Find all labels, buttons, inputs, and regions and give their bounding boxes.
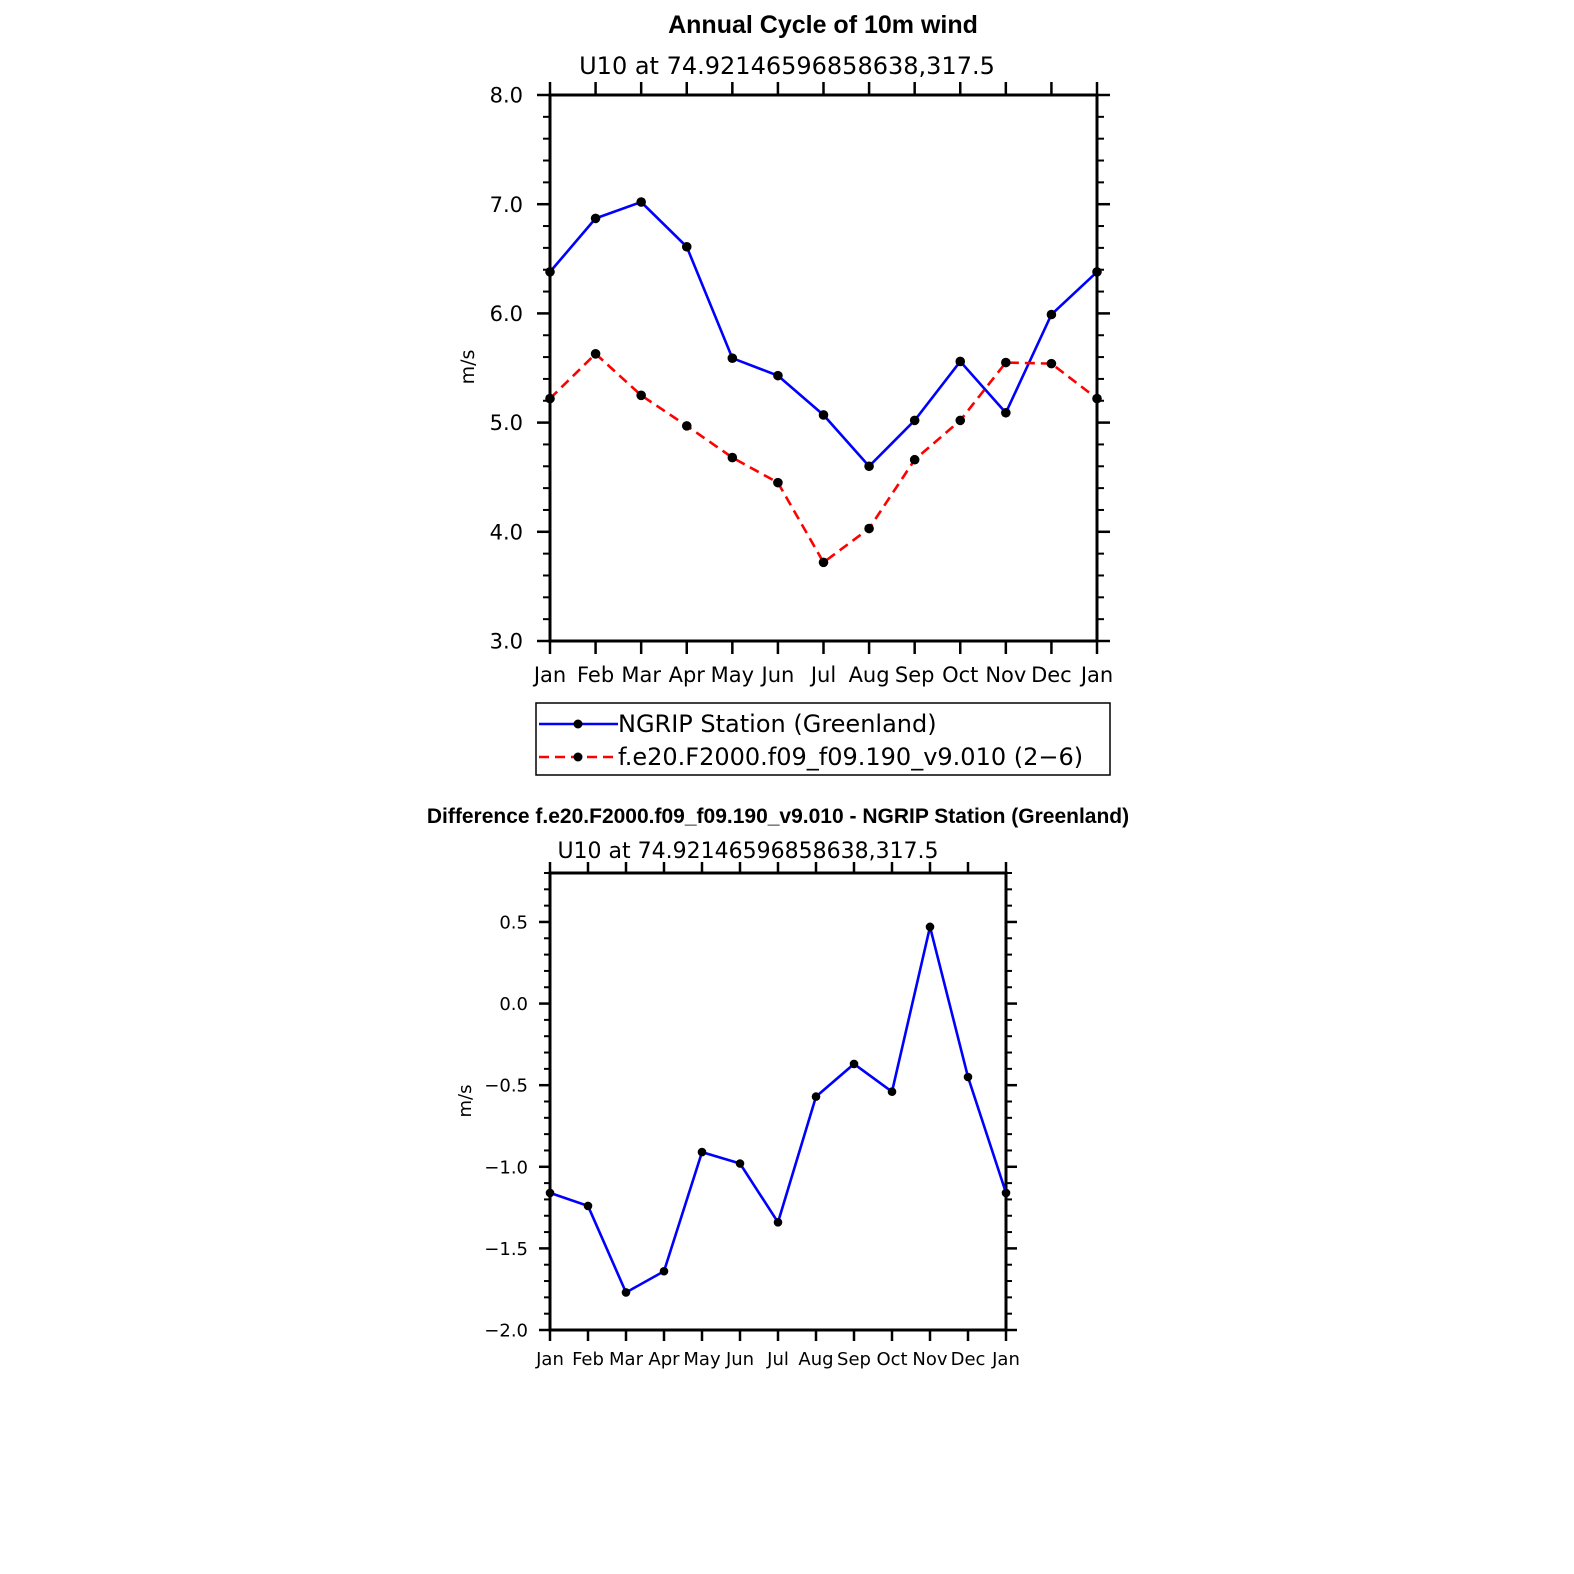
- y-tick-label: −2.0: [484, 1320, 528, 1341]
- x-tick-label: Jun: [760, 663, 795, 687]
- chart1-series-line-1: [549, 352, 1098, 565]
- x-tick-label: Mar: [621, 663, 661, 687]
- chart2-series-0-point: [963, 1072, 973, 1082]
- x-tick-label: Oct: [876, 1349, 907, 1370]
- x-tick-label: Oct: [942, 663, 978, 687]
- chart1-title: Annual Cycle of 10m wind: [668, 11, 978, 39]
- chart1-series-0-point: [727, 353, 738, 363]
- x-tick-label: Sep: [837, 1349, 871, 1370]
- x-tick-label: Nov: [912, 1349, 947, 1370]
- chart1-series-0-point: [864, 461, 874, 472]
- chart2-series-0-point: [583, 1201, 593, 1211]
- x-tick-label: Jun: [725, 1349, 754, 1370]
- x-tick-label: Mar: [609, 1349, 644, 1370]
- x-tick-label: Apr: [669, 663, 706, 687]
- chart1-series-0-point: [773, 370, 783, 381]
- chart1-series-0-point: [1046, 309, 1057, 320]
- chart1-series-1-point: [545, 393, 555, 404]
- y-tick-label: 0.0: [499, 994, 528, 1015]
- x-tick-label: May: [683, 1349, 721, 1370]
- chart1-series-1-point: [864, 523, 874, 534]
- chart2-subtitle: U10 at 74.92146596858638,317.5: [557, 839, 938, 864]
- chart2-series-0-point: [735, 1159, 745, 1168]
- chart1-series-0-point: [681, 241, 692, 252]
- x-tick-label: Sep: [895, 663, 935, 687]
- chart2-frame: [548, 871, 1008, 1332]
- chart2-series-0-point: [545, 1188, 555, 1198]
- chart1-series-1-point: [1001, 357, 1011, 368]
- y-tick-label: 0.5: [499, 912, 528, 933]
- legend-marker-ngrip: [573, 719, 583, 729]
- chart1-series-0-point: [545, 267, 555, 277]
- chart1-series-0-point: [1001, 407, 1011, 418]
- chart1-series-1-point: [955, 415, 966, 426]
- x-tick-label: Feb: [572, 1349, 604, 1370]
- chart2-series-0-point: [697, 1147, 707, 1157]
- chart1-legend: NGRIP Station (Greenland) f.e20.F2000.f0…: [535, 702, 1111, 776]
- x-tick-label: Jul: [809, 663, 836, 687]
- x-tick-label: Jan: [1079, 663, 1113, 687]
- y-tick-label: 7.0: [490, 193, 523, 217]
- x-tick-label: Feb: [577, 663, 614, 687]
- x-tick-label: Dec: [1031, 663, 1072, 687]
- y-tick-label: −1.0: [484, 1157, 528, 1178]
- x-tick-label: Dec: [951, 1349, 986, 1370]
- chart1-plot: Jan Feb Mar Apr May Jun Jul Aug Sep Oct Nov Dec Jan 3…: [490, 82, 1113, 687]
- x-tick-label: Apr: [648, 1349, 680, 1370]
- chart1-series-1-point: [636, 390, 646, 401]
- chart1-series-0-point: [1092, 267, 1102, 277]
- y-tick-label: 4.0: [490, 520, 523, 544]
- chart2-series-0-point: [1001, 1188, 1011, 1198]
- x-tick-label: Nov: [985, 663, 1026, 687]
- x-tick-label: May: [711, 663, 754, 687]
- x-tick-label: Aug: [798, 1349, 833, 1370]
- x-tick-label: Jan: [991, 1349, 1020, 1370]
- y-tick-label: 5.0: [490, 411, 523, 435]
- y-tick-label: −0.5: [484, 1076, 528, 1097]
- x-tick-label: Jan: [535, 1349, 564, 1370]
- chart1-series-1-point: [818, 557, 829, 568]
- legend-box: [535, 702, 1111, 776]
- chart1-series-1-point: [773, 477, 783, 488]
- chart1-series-0-point: [955, 356, 966, 367]
- chart1-ylabel: m/s: [457, 350, 479, 385]
- chart1-series-1-point: [1046, 358, 1057, 369]
- chart2-series-0-point: [773, 1217, 783, 1227]
- legend-label-model: f.e20.F2000.f09_f09.190_v9.010 (2−6): [618, 743, 1083, 771]
- chart1-series-0-point: [590, 213, 601, 224]
- chart1-subtitle: U10 at 74.92146596858638,317.5: [579, 52, 995, 80]
- y-tick-label: 6.0: [490, 302, 523, 326]
- chart1-series-line-0: [549, 200, 1098, 469]
- y-tick-label: 8.0: [490, 84, 523, 108]
- chart2-title: Difference f.e20.F2000.f09_f09.190_v9.01…: [427, 805, 1129, 828]
- chart2-series-line-0: [549, 926, 1008, 1295]
- chart2-series-0-point: [811, 1092, 821, 1101]
- x-tick-label: Jan: [532, 663, 566, 687]
- chart1-series-0-point: [636, 197, 646, 207]
- x-tick-label: Jul: [766, 1349, 789, 1370]
- y-tick-label: 3.0: [490, 630, 523, 654]
- chart1-series-0-point: [818, 410, 829, 420]
- chart1-series-1-point: [1092, 393, 1102, 404]
- legend-label-ngrip: NGRIP Station (Greenland): [618, 710, 937, 738]
- chart1-series-0-point: [909, 415, 920, 426]
- chart1-series-1-point: [590, 349, 601, 359]
- chart2-series-0-point: [925, 922, 935, 932]
- chart2-plot: Jan Feb Mar Apr May Jun Jul Aug Sep Oct Nov Dec Jan−…: [484, 862, 1020, 1370]
- chart2-series-0-point: [659, 1266, 669, 1276]
- chart2-series-0-point: [621, 1288, 631, 1297]
- chart1-series-1-point: [727, 452, 738, 463]
- chart2-series-0-point: [887, 1087, 897, 1097]
- y-tick-label: −1.5: [484, 1239, 528, 1260]
- chart1-series-1-point: [681, 421, 692, 431]
- chart2-series-0-point: [849, 1059, 859, 1069]
- chart2-ylabel: m/s: [455, 1085, 476, 1118]
- x-tick-label: Aug: [849, 663, 890, 687]
- chart1-series-1-point: [909, 454, 920, 465]
- legend-marker-model: [573, 752, 583, 762]
